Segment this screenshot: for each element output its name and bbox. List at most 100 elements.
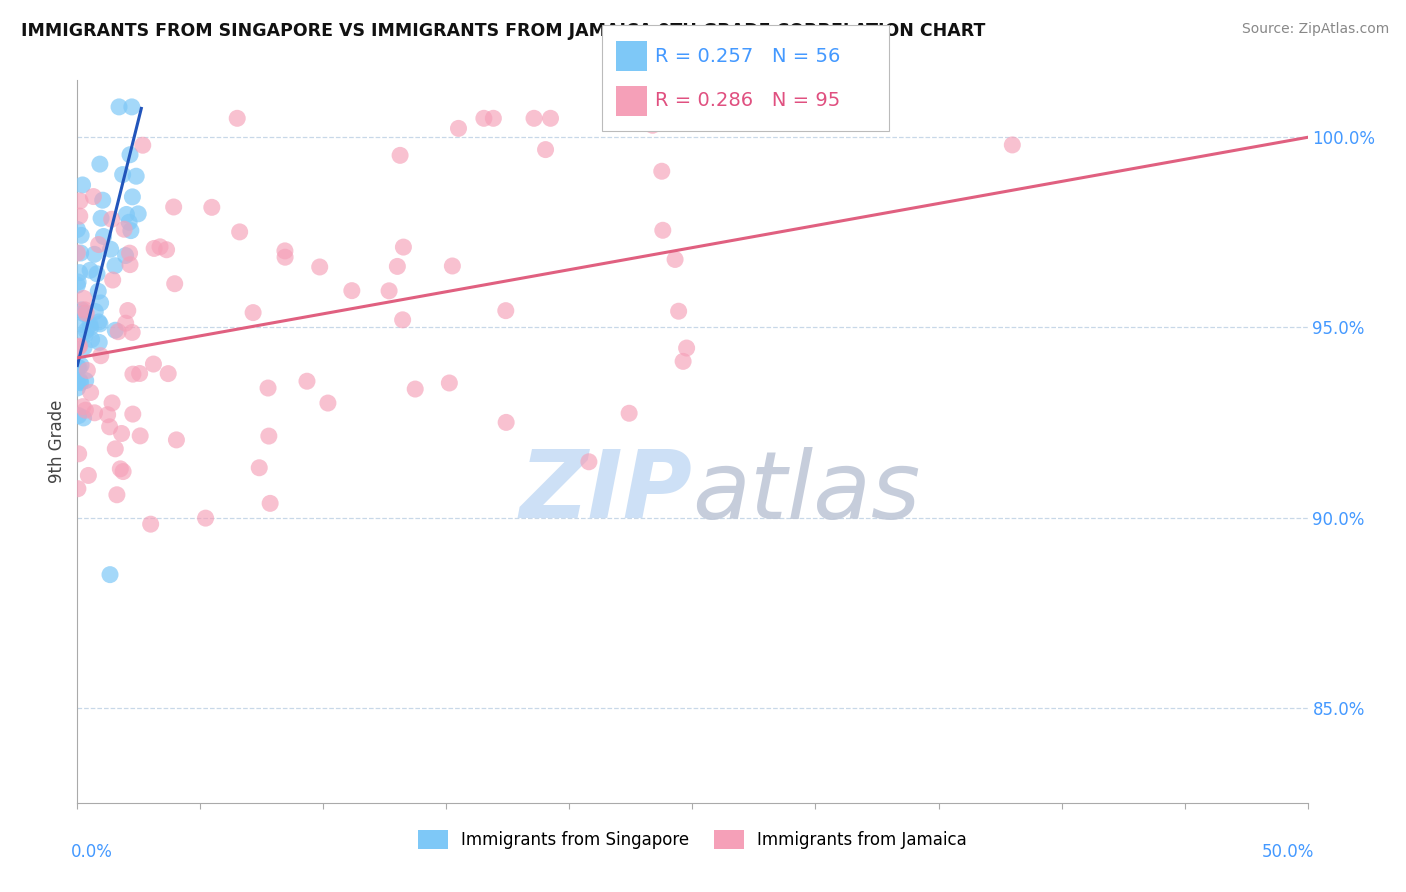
Point (79, 385, 101, 400)
Point (90, 296, 112, 310)
Point (308, 260, 330, 274)
Point (404, 382, 426, 396)
Point (121, 326, 143, 340)
Point (82, 189, 104, 203)
Point (163, 277, 186, 291)
Point (118, 147, 141, 161)
Point (69, 374, 91, 388)
Point (441, 259, 464, 273)
Point (259, 496, 281, 510)
Point (139, 517, 162, 532)
Point (79, 318, 101, 332)
Point (67, 340, 90, 354)
Point (104, 259, 127, 273)
Point (100, 212, 122, 227)
Point (104, 442, 127, 456)
Point (87, 237, 110, 252)
Point (295, 374, 318, 388)
Point (482, 112, 505, 126)
Point (226, 112, 249, 126)
Point (72, 411, 94, 425)
Point (69, 376, 91, 390)
Point (274, 250, 297, 264)
Point (67, 275, 90, 289)
Legend: Immigrants from Singapore, Immigrants from Jamaica: Immigrants from Singapore, Immigrants fr… (411, 823, 974, 856)
Point (84, 304, 107, 318)
Point (76, 363, 98, 377)
Point (118, 258, 141, 272)
Point (110, 462, 132, 476)
Point (101, 273, 124, 287)
Point (101, 396, 124, 410)
Point (120, 224, 142, 238)
Point (69, 209, 91, 223)
Text: R = 0.286   N = 95: R = 0.286 N = 95 (655, 91, 841, 111)
Point (149, 240, 172, 254)
Point (73, 291, 96, 305)
Point (129, 429, 152, 443)
Point (163, 200, 186, 214)
Point (72, 400, 94, 414)
Point (69, 339, 91, 353)
Point (540, 112, 562, 126)
Point (117, 303, 139, 318)
Point (77, 468, 100, 483)
Point (86, 267, 108, 281)
Text: Source: ZipAtlas.com: Source: ZipAtlas.com (1241, 22, 1389, 37)
Point (340, 284, 363, 298)
Point (70, 302, 93, 317)
Point (66, 360, 89, 375)
Point (495, 416, 517, 430)
Point (89, 317, 111, 331)
Point (89, 335, 111, 350)
Point (664, 252, 686, 267)
Point (75, 306, 97, 320)
Point (100, 242, 122, 256)
Point (70, 359, 93, 373)
Text: 0.0%: 0.0% (72, 843, 112, 861)
Y-axis label: 9th Grade: 9th Grade (48, 400, 66, 483)
Point (472, 112, 495, 126)
Point (387, 260, 409, 274)
Point (72, 306, 94, 320)
Point (495, 303, 517, 318)
Point (104, 323, 127, 337)
Text: 50.0%: 50.0% (1261, 843, 1313, 861)
Point (668, 304, 690, 318)
Text: R = 0.257   N = 56: R = 0.257 N = 56 (655, 46, 841, 66)
Point (201, 200, 224, 214)
Point (66, 222, 89, 236)
Text: ZIP: ZIP (520, 446, 693, 538)
Point (672, 354, 695, 368)
Point (127, 207, 149, 221)
Point (105, 488, 128, 502)
Point (316, 396, 339, 410)
Point (125, 169, 148, 184)
Point (651, 164, 673, 178)
Point (1001, 137, 1024, 152)
Point (79, 320, 101, 334)
Point (98, 567, 121, 582)
Point (142, 357, 165, 371)
Point (247, 460, 270, 475)
Point (128, 367, 150, 381)
Point (90, 211, 112, 226)
Point (228, 225, 250, 239)
Point (115, 207, 138, 221)
Point (118, 246, 141, 260)
Point (66, 376, 89, 390)
Point (107, 325, 129, 339)
Point (274, 244, 297, 258)
Point (121, 190, 143, 204)
Point (93, 229, 115, 244)
Point (66, 246, 89, 260)
Point (75, 403, 97, 417)
Text: atlas: atlas (693, 447, 921, 538)
Point (122, 367, 145, 381)
Point (439, 376, 461, 390)
Point (641, 118, 664, 132)
Point (72, 178, 94, 192)
Point (89, 157, 111, 171)
Point (143, 242, 166, 256)
Point (194, 511, 217, 525)
